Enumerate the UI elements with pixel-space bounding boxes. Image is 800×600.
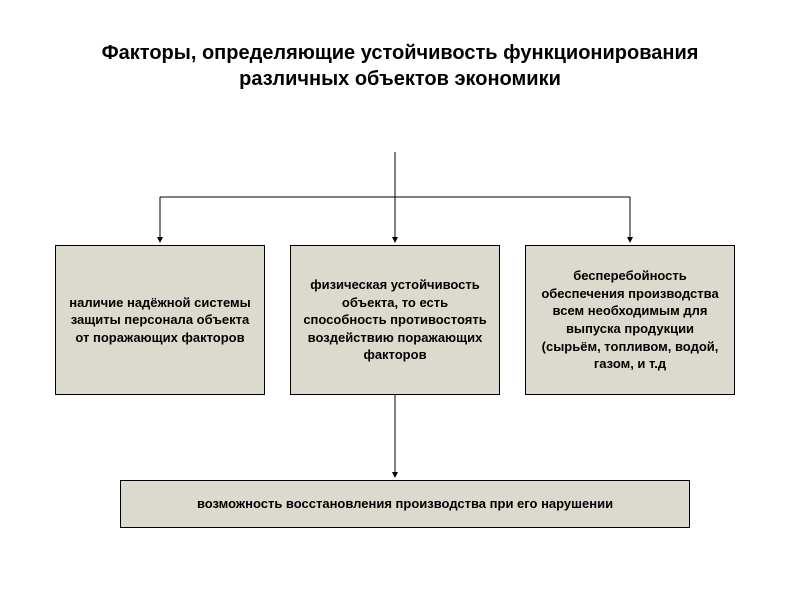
factor-box-4: возможность восстановления производства … <box>120 480 690 528</box>
diagram-title: Факторы, определяющие устойчивость функц… <box>80 40 720 92</box>
factor-box-4-text: возможность восстановления производства … <box>197 495 613 513</box>
factor-box-1-text: наличие надёжной системы защиты персонал… <box>66 294 254 347</box>
factor-box-2: физическая устойчивость объекта, то есть… <box>290 245 500 395</box>
factor-box-3: бесперебойность обеспечения производства… <box>525 245 735 395</box>
factor-box-1: наличие надёжной системы защиты персонал… <box>55 245 265 395</box>
factor-box-3-text: бесперебойность обеспечения производства… <box>536 267 724 372</box>
factor-box-2-text: физическая устойчивость объекта, то есть… <box>301 276 489 364</box>
